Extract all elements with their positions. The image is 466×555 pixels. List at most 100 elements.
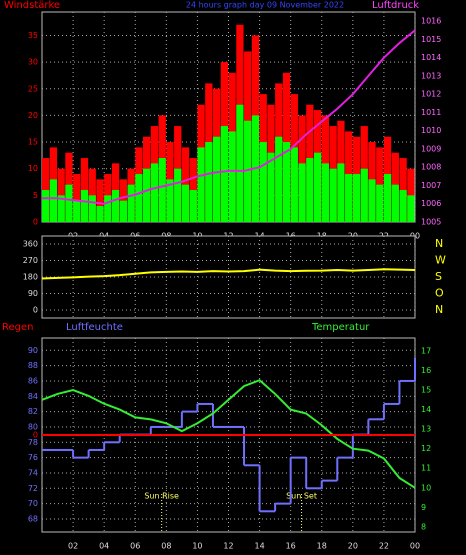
y2-tick-label: 1013	[421, 71, 441, 80]
bar	[376, 184, 384, 222]
y-tick-label: 88	[28, 361, 38, 370]
bar	[205, 142, 213, 222]
y2-tick-label: 1007	[421, 181, 441, 190]
y-tick-label: 270	[23, 256, 38, 265]
y2-tick-label: 1005	[421, 218, 441, 227]
bar	[399, 158, 407, 222]
y2-tick-label: 16	[421, 366, 431, 375]
bar	[197, 147, 205, 222]
y-tick-label: 15	[28, 138, 38, 147]
annotation: Sun Rise	[144, 492, 179, 501]
y-tick-label: 10	[28, 164, 38, 173]
bar	[236, 104, 244, 222]
bar	[306, 158, 314, 222]
chart-title: 24 hours graph day 09 November 2022	[186, 1, 344, 10]
x-tick-label: 12	[223, 542, 233, 551]
y-tick-label: 90	[28, 289, 38, 298]
bar	[407, 195, 415, 222]
bar	[96, 206, 104, 222]
bar	[212, 136, 221, 222]
series-line	[41, 379, 416, 489]
y2-tick-label: 13	[421, 425, 431, 434]
bar	[166, 179, 174, 222]
y-tick-label: 0	[33, 306, 38, 315]
x-tick-label: 18	[317, 542, 327, 551]
x-tick-label: 06	[130, 542, 140, 551]
y3-tick-label: 0	[33, 431, 38, 440]
bar	[399, 190, 407, 222]
bar	[96, 179, 104, 222]
bar	[119, 200, 127, 222]
y2-tick-label: 1015	[421, 35, 441, 44]
y-axis-label: Windstärke	[4, 0, 60, 11]
y-tick-label: 5	[33, 191, 38, 200]
y-tick-label: 360	[23, 240, 38, 249]
y-axis-label: Regen	[2, 322, 34, 333]
x-tick-label: 22	[379, 542, 389, 551]
x-tick-label: 20	[348, 542, 358, 551]
bar	[73, 200, 81, 222]
x-tick-label: 16	[286, 542, 296, 551]
bar	[143, 168, 151, 222]
x-tick-label: 10	[192, 542, 202, 551]
x-tick-label: 02	[68, 542, 78, 551]
bar	[80, 190, 89, 222]
y-tick-label: 86	[28, 376, 38, 385]
y-tick-label: 68	[28, 514, 38, 523]
y2-tick-label: 8	[421, 522, 426, 531]
bar	[80, 158, 89, 222]
y-tick-label: 82	[28, 407, 38, 416]
y2-tick-label: 12	[421, 444, 431, 453]
bar	[57, 195, 65, 222]
y2-tick-label: 1012	[421, 90, 441, 99]
x-tick-label: 04	[99, 542, 109, 551]
y-tick-label: 180	[23, 273, 38, 282]
y2-tick-label: N	[435, 303, 443, 316]
bar	[88, 195, 96, 222]
y-tick-label: 0	[33, 218, 38, 227]
y2-tick-label: 10	[421, 483, 431, 492]
y2-tick-label: W	[435, 254, 446, 267]
bar	[337, 163, 345, 222]
bar	[345, 174, 353, 222]
bar	[298, 163, 306, 222]
bar	[135, 174, 143, 222]
bar	[383, 174, 392, 222]
bar	[42, 158, 50, 222]
series-line	[41, 268, 416, 280]
bar	[329, 168, 337, 222]
bar	[321, 163, 330, 222]
y3-axis-label: Temperatur	[311, 322, 370, 333]
y2-axis-label: Luftfeuchte	[66, 322, 123, 333]
y2-tick-label: N	[435, 237, 443, 250]
bar	[174, 168, 182, 222]
y2-tick-label: 1011	[421, 108, 441, 117]
y2-tick-label: 1008	[421, 163, 441, 172]
bar	[189, 190, 197, 222]
y-tick-label: 20	[28, 111, 38, 120]
bar	[127, 184, 135, 222]
y-tick-label: 90	[28, 346, 38, 355]
y2-tick-label: 15	[421, 386, 431, 395]
y-tick-label: 30	[28, 58, 38, 67]
bar	[220, 126, 228, 222]
bar	[259, 142, 267, 222]
y-tick-label: 78	[28, 438, 38, 447]
bar	[111, 190, 120, 222]
bar	[104, 195, 112, 222]
series-line	[42, 29, 416, 205]
y-tick-label: 72	[28, 484, 38, 493]
y-tick-label: 84	[28, 392, 38, 401]
y-tick-label: 35	[28, 31, 38, 40]
y-tick-label: 80	[28, 422, 38, 431]
bar	[65, 184, 73, 222]
y2-tick-label: 9	[421, 503, 426, 512]
y-tick-label: 70	[28, 499, 38, 508]
bar	[360, 168, 368, 222]
bar	[352, 174, 361, 222]
y2-tick-label: 1009	[421, 144, 441, 153]
y2-tick-label: 1014	[421, 53, 441, 62]
bar	[313, 152, 322, 222]
y-tick-label: 74	[28, 468, 38, 477]
